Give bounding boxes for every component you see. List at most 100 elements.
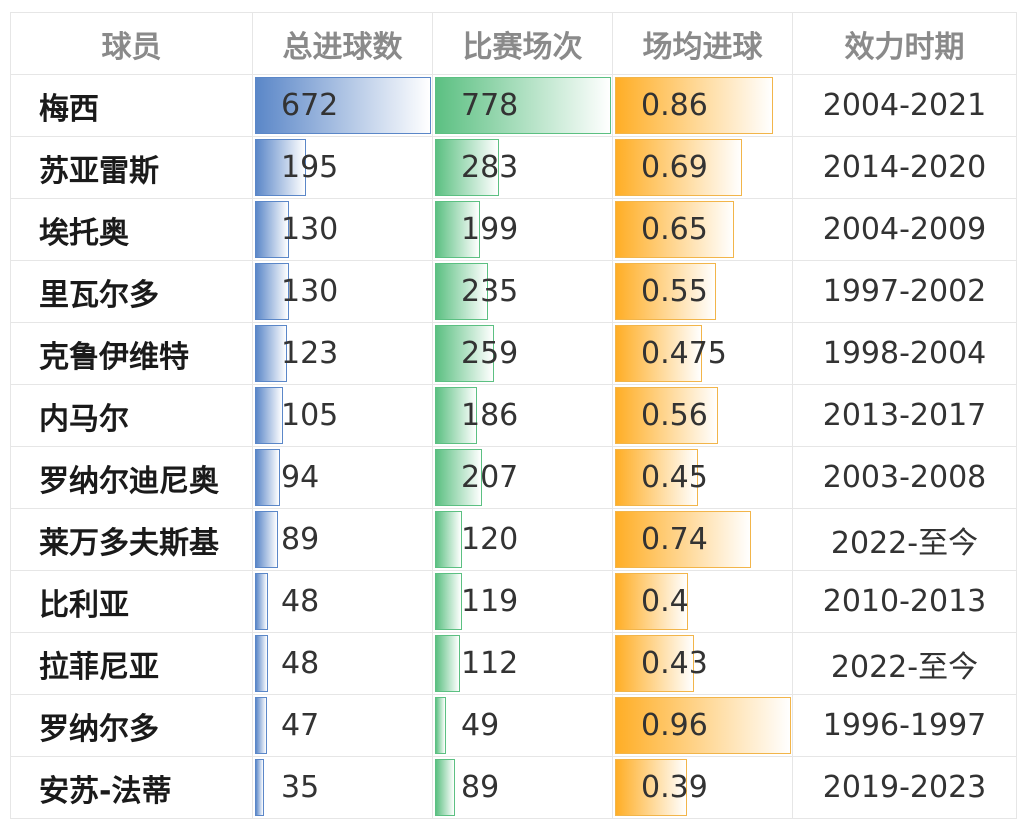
table-row: 克鲁伊维特 123 259 0.475 1998-2004: [10, 322, 1017, 385]
goals-cell: 130: [252, 260, 433, 323]
avg-value: 0.69: [641, 150, 708, 185]
avg-cell: 0.475: [612, 322, 793, 385]
player-name: 比利亚: [10, 570, 253, 633]
goals-bar: [255, 387, 283, 444]
table-row: 里瓦尔多 130 235 0.55 1997-2002: [10, 260, 1017, 323]
matches-cell: 207: [432, 446, 613, 509]
player-name: 罗纳尔迪尼奥: [10, 446, 253, 509]
avg-value: 0.39: [641, 770, 708, 805]
period-value: 2013-2017: [792, 384, 1017, 447]
player-name: 埃托奥: [10, 198, 253, 261]
header-goals: 总进球数: [252, 12, 433, 75]
player-name: 苏亚雷斯: [10, 136, 253, 199]
goals-cell: 94: [252, 446, 433, 509]
matches-bar: [435, 139, 499, 196]
matches-bar: [435, 387, 477, 444]
data-table: 球员 总进球数 比赛场次 场均进球 效力时期 梅西 672 778 0.86 2004-…: [10, 12, 1017, 819]
player-name: 克鲁伊维特: [10, 322, 253, 385]
matches-value: 49: [461, 708, 500, 743]
avg-value: 0.65: [641, 212, 708, 247]
avg-bar: [615, 511, 751, 568]
goals-value: 130: [281, 274, 339, 309]
period-value: 2014-2020: [792, 136, 1017, 199]
goals-bar: [255, 77, 431, 134]
goals-bar: [255, 697, 267, 754]
goals-cell: 35: [252, 756, 433, 819]
matches-cell: 235: [432, 260, 613, 323]
goals-value: 48: [281, 646, 320, 681]
goals-cell: 105: [252, 384, 433, 447]
goals-cell: 123: [252, 322, 433, 385]
goals-value: 35: [281, 770, 320, 805]
goals-bar: [255, 139, 306, 196]
player-name: 拉菲尼亚: [10, 632, 253, 695]
matches-bar: [435, 511, 462, 568]
goals-value: 94: [281, 460, 320, 495]
avg-cell: 0.4: [612, 570, 793, 633]
avg-bar: [615, 325, 702, 382]
avg-bar: [615, 573, 688, 630]
avg-bar: [615, 387, 718, 444]
matches-value: 120: [461, 522, 519, 557]
goals-value: 672: [281, 88, 339, 123]
avg-value: 0.475: [641, 336, 727, 371]
matches-cell: 199: [432, 198, 613, 261]
goals-bar: [255, 511, 278, 568]
header-row: 球员 总进球数 比赛场次 场均进球 效力时期: [10, 12, 1017, 75]
period-value: 2019-2023: [792, 756, 1017, 819]
goals-value: 47: [281, 708, 320, 743]
avg-cell: 0.39: [612, 756, 793, 819]
matches-value: 283: [461, 150, 519, 185]
goals-bar: [255, 759, 264, 816]
table-row: 苏亚雷斯 195 283 0.69 2014-2020: [10, 136, 1017, 199]
table-row: 拉菲尼亚 48 112 0.43 2022-至今: [10, 632, 1017, 695]
goals-value: 89: [281, 522, 320, 557]
player-name: 内马尔: [10, 384, 253, 447]
avg-value: 0.56: [641, 398, 708, 433]
table-row: 埃托奥 130 199 0.65 2004-2009: [10, 198, 1017, 261]
matches-bar: [435, 263, 488, 320]
matches-bar: [435, 573, 462, 630]
matches-cell: 112: [432, 632, 613, 695]
avg-cell: 0.69: [612, 136, 793, 199]
matches-value: 778: [461, 88, 519, 123]
goals-cell: 89: [252, 508, 433, 571]
goals-bar: [255, 325, 287, 382]
goals-cell: 48: [252, 632, 433, 695]
matches-cell: 119: [432, 570, 613, 633]
avg-value: 0.74: [641, 522, 708, 557]
matches-cell: 49: [432, 694, 613, 757]
avg-cell: 0.56: [612, 384, 793, 447]
table-body: 梅西 672 778 0.86 2004-2021 苏亚雷斯 195 283 0.69 2014-…: [10, 74, 1017, 819]
player-name: 安苏-法蒂: [10, 756, 253, 819]
avg-value: 0.96: [641, 708, 708, 743]
matches-value: 119: [461, 584, 519, 619]
table-row: 莱万多夫斯基 89 120 0.74 2022-至今: [10, 508, 1017, 571]
period-value: 1997-2002: [792, 260, 1017, 323]
matches-value: 186: [461, 398, 519, 433]
avg-cell: 0.43: [612, 632, 793, 695]
avg-bar: [615, 201, 734, 258]
avg-value: 0.4: [641, 584, 689, 619]
matches-value: 89: [461, 770, 500, 805]
goals-value: 123: [281, 336, 339, 371]
period-value: 1998-2004: [792, 322, 1017, 385]
avg-bar: [615, 449, 698, 506]
goals-bar: [255, 449, 280, 506]
matches-bar: [435, 77, 611, 134]
matches-value: 235: [461, 274, 519, 309]
avg-cell: 0.86: [612, 74, 793, 137]
matches-cell: 778: [432, 74, 613, 137]
table-row: 安苏-法蒂 35 89 0.39 2019-2023: [10, 756, 1017, 819]
matches-cell: 89: [432, 756, 613, 819]
table-row: 比利亚 48 119 0.4 2010-2013: [10, 570, 1017, 633]
avg-cell: 0.65: [612, 198, 793, 261]
matches-cell: 186: [432, 384, 613, 447]
matches-value: 259: [461, 336, 519, 371]
period-value: 2022-至今: [792, 632, 1017, 695]
period-value: 1996-1997: [792, 694, 1017, 757]
period-value: 2004-2021: [792, 74, 1017, 137]
table-row: 梅西 672 778 0.86 2004-2021: [10, 74, 1017, 137]
matches-bar: [435, 697, 446, 754]
goals-bar: [255, 201, 289, 258]
